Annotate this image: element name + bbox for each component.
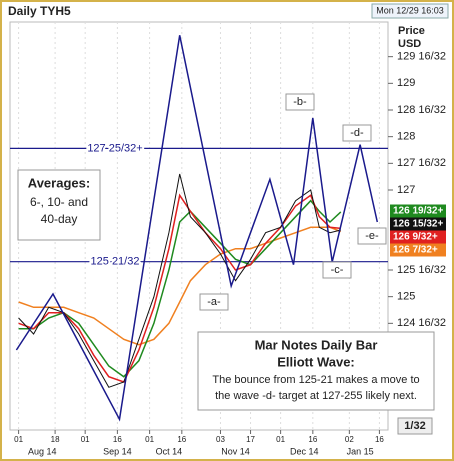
timestamp: Mon 12/29 16:03 — [376, 5, 444, 15]
x-tick-label: 01 — [276, 435, 285, 444]
wave-label: -e- — [365, 230, 379, 242]
series-line — [18, 193, 341, 383]
y-tick-label: 127 16/32 — [397, 157, 446, 169]
level-label: 127 25/32+ — [87, 142, 142, 154]
y-axis-label: Price — [398, 25, 425, 37]
x-tick-label: 16 — [375, 435, 384, 444]
month-label: Jan 15 — [347, 446, 374, 456]
averages-text: 6-, 10- and — [30, 195, 88, 209]
notes-box — [197, 331, 435, 411]
wave-label: -a- — [207, 296, 221, 308]
increment-label: 1/32 — [404, 420, 425, 432]
wave-label: -c- — [331, 264, 344, 276]
month-label: Sep 14 — [103, 446, 132, 456]
chart-title: Daily TYH5 — [8, 4, 71, 18]
x-tick-label: 03 — [216, 435, 225, 444]
x-tick-label: 16 — [308, 435, 317, 444]
y-axis-label: USD — [398, 38, 421, 50]
y-tick-label: 125 — [397, 291, 415, 303]
averages-text: 40-day — [41, 212, 78, 226]
wave-label: -d- — [350, 127, 364, 139]
notes-title: Elliott Wave: — [277, 354, 355, 369]
y-tick-label: 125 16/32 — [397, 264, 446, 276]
x-tick-label: 01 — [145, 435, 154, 444]
price-tag-label: 126 9/32+ — [393, 232, 438, 243]
x-tick-label: 02 — [345, 435, 354, 444]
x-tick-label: 01 — [14, 435, 23, 444]
notes-title: Mar Notes Daily Bar — [255, 337, 378, 352]
wave-label-box — [357, 227, 387, 245]
y-tick-label: 124 16/32 — [397, 317, 446, 329]
x-tick-label: 16 — [177, 435, 186, 444]
wave-label-box — [285, 93, 315, 111]
wave-line — [15, 35, 379, 422]
averages-title: Averages: — [28, 175, 90, 190]
wave-label-box — [199, 293, 229, 311]
x-tick-label: 17 — [246, 435, 255, 444]
increment-box — [397, 417, 433, 435]
y-tick-label: 129 — [397, 77, 415, 89]
price-tag-label: 126 7/32+ — [393, 245, 438, 256]
price-tag — [390, 204, 446, 218]
y-tick-label: 128 — [397, 131, 415, 143]
averages-box — [17, 169, 101, 241]
wave-label-box — [322, 261, 352, 279]
y-tick-label: 129 16/32 — [397, 51, 446, 63]
month-label: Oct 14 — [156, 446, 183, 456]
month-label: Aug 14 — [28, 446, 57, 456]
notes-body: the wave -d- target at 127-255 likely ne… — [215, 390, 417, 402]
x-tick-label: 16 — [113, 435, 122, 444]
wave-label: -b- — [293, 96, 307, 108]
timestamp-box — [371, 3, 449, 19]
month-label: Dec 14 — [290, 446, 319, 456]
price-tag — [390, 243, 446, 257]
notes-body: The bounce from 125-21 makes a move to — [212, 374, 419, 386]
level-label: 125 21/32 — [91, 256, 140, 268]
y-tick-label: 128 16/32 — [397, 104, 446, 116]
series-line — [18, 173, 341, 388]
wave-label-box — [342, 124, 372, 142]
price-tag — [390, 230, 446, 244]
x-tick-label: 01 — [81, 435, 90, 444]
price-tag-label: 126 15/32+ — [393, 219, 443, 230]
price-tag — [390, 217, 446, 231]
x-tick-label: 18 — [51, 435, 60, 444]
series-line — [18, 199, 342, 378]
price-tag-label: 126 19/32+ — [393, 206, 443, 217]
month-label: Nov 14 — [221, 446, 250, 456]
y-tick-label: 127 — [397, 184, 415, 196]
